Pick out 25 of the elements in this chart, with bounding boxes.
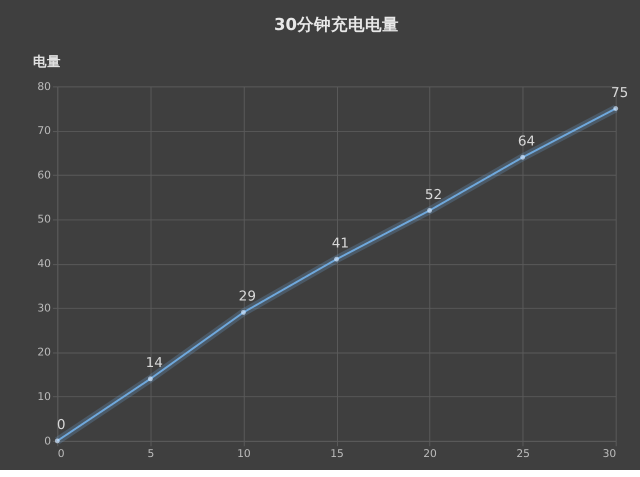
data-label: 29 <box>238 288 256 305</box>
data-label: 64 <box>518 134 536 150</box>
x-tick-label: 15 <box>330 446 344 460</box>
x-tick-label: 5 <box>147 446 154 460</box>
y-tick-label: 0 <box>44 434 52 448</box>
y-tick-label: 80 <box>37 80 52 93</box>
y-tick-label: 10 <box>37 390 52 403</box>
x-tick-label: 25 <box>516 446 530 460</box>
x-tick-label: 0 <box>58 446 65 460</box>
y-tick-label: 70 <box>37 124 52 138</box>
y-axis-title: 电量 <box>33 54 62 70</box>
data-label: 14 <box>146 355 163 372</box>
y-tick-label: 30 <box>37 301 52 314</box>
data-label: 0 <box>56 417 66 434</box>
data-label: 75 <box>610 84 628 101</box>
y-tick-label: 50 <box>37 212 52 226</box>
data-label: 52 <box>424 186 442 203</box>
x-tick-label: 30 <box>602 446 616 460</box>
y-tick-label: 60 <box>37 168 52 182</box>
y-tick-label: 20 <box>37 346 52 359</box>
y-tick-label: 40 <box>37 257 52 270</box>
x-tick-label: 10 <box>237 446 251 460</box>
chart-title: 30分钟充电电量 <box>274 15 399 34</box>
x-tick-label: 20 <box>423 446 438 460</box>
data-label: 41 <box>332 236 350 252</box>
